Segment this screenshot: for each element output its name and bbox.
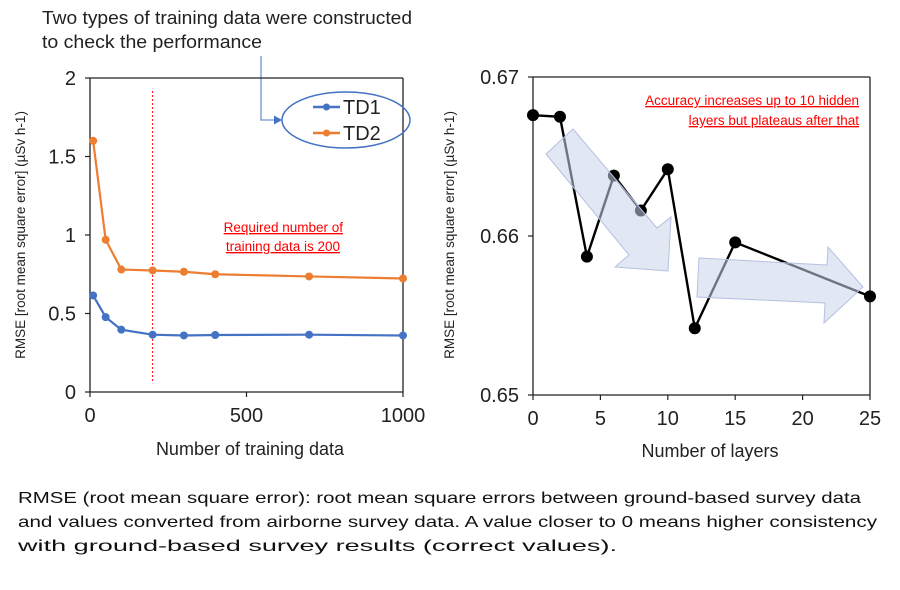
data-point-0 — [553, 110, 566, 123]
caption-line-3: with ground-based survey results (correc… — [16, 538, 617, 555]
top-annotation-line-1: Two types of training data were construc… — [42, 8, 412, 28]
data-point-0 — [527, 109, 539, 122]
x-tick-label: 25 — [859, 408, 881, 430]
data-point-TD1 — [179, 331, 188, 340]
data-point-0 — [729, 236, 742, 249]
y-tick-label: 0.67 — [480, 67, 519, 89]
data-point-TD1 — [399, 331, 407, 340]
left-annotation-line-2: training data is 200 — [226, 239, 340, 254]
legend-td2-label: TD2 — [343, 123, 381, 145]
data-point-0 — [580, 250, 593, 263]
legend: TD1 TD2 — [281, 91, 411, 149]
top-annotation-line-2: to check the performance — [42, 32, 262, 52]
series-line-TD2 — [92, 140, 404, 280]
y-tick-label: 1.5 — [48, 147, 76, 169]
right-annotation-line-2: layers but plateaus after that — [689, 113, 860, 128]
data-point-TD2 — [117, 265, 126, 274]
series-line-TD1 — [92, 294, 404, 337]
left-chart: 0 500 1000 0 0.5 1 1.5 2 Required number of tra… — [13, 68, 425, 459]
x-tick-label: 0 — [527, 408, 538, 430]
data-point-TD1 — [148, 330, 157, 339]
x-tick-label: 5 — [595, 408, 606, 430]
legend-highlight-ellipse — [281, 91, 411, 149]
y-tick-label: 0.65 — [480, 385, 519, 407]
left-x-axis-title: Number of training data — [156, 439, 345, 459]
legend-td2-marker — [323, 129, 330, 137]
data-point-TD2 — [89, 136, 98, 145]
data-point-TD2 — [101, 235, 110, 244]
data-point-0 — [661, 163, 674, 176]
data-point-TD2 — [305, 272, 314, 281]
caption-line-1: RMSE (root mean square error): root mean… — [18, 490, 861, 507]
legend-td1-label: TD1 — [343, 97, 381, 119]
y-tick-label: 2 — [65, 68, 76, 90]
data-point-0 — [688, 322, 701, 335]
legend-td1-marker — [323, 103, 330, 111]
right-chart: 0 5 10 15 20 25 0.65 0.66 0.67 Accuracy increase… — [442, 67, 881, 461]
right-x-axis-title: Number of layers — [641, 441, 778, 461]
x-tick-label: 1000 — [381, 405, 426, 427]
leader-line — [260, 56, 276, 121]
downward-trend-arrow-icon — [545, 128, 672, 272]
data-point-TD2 — [148, 266, 157, 275]
y-tick-label: 1 — [65, 225, 76, 247]
x-tick-label: 15 — [724, 408, 746, 430]
data-point-TD1 — [117, 325, 126, 334]
data-point-TD1 — [211, 331, 220, 340]
left-y-axis-title: RMSE [root mean square error] (µSv h-1) — [13, 111, 28, 359]
data-point-TD2 — [399, 274, 407, 283]
data-point-TD2 — [179, 267, 188, 276]
y-tick-label: 0 — [65, 382, 76, 404]
y-tick-label: 0.66 — [480, 226, 519, 248]
caption-line-2: and values converted from airborne surve… — [18, 514, 877, 531]
x-tick-label: 500 — [230, 405, 263, 427]
data-point-TD1 — [305, 330, 314, 339]
left-annotation-line-1: Required number of — [224, 220, 344, 235]
right-annotation-line-1: Accuracy increases up to 10 hidden — [645, 93, 859, 108]
data-point-TD1 — [89, 291, 98, 300]
data-point-TD1 — [101, 313, 110, 322]
flat-trend-arrow-icon — [696, 245, 864, 325]
data-point-TD2 — [211, 270, 220, 279]
x-tick-label: 10 — [657, 408, 679, 430]
x-tick-label: 20 — [791, 408, 813, 430]
leader-arrowhead-icon — [274, 115, 282, 125]
x-tick-label: 0 — [84, 405, 95, 427]
right-y-axis-title: RMSE [root mean square error] (µSv h-1) — [442, 111, 457, 359]
y-tick-label: 0.5 — [48, 304, 76, 326]
data-point-0 — [864, 290, 876, 303]
